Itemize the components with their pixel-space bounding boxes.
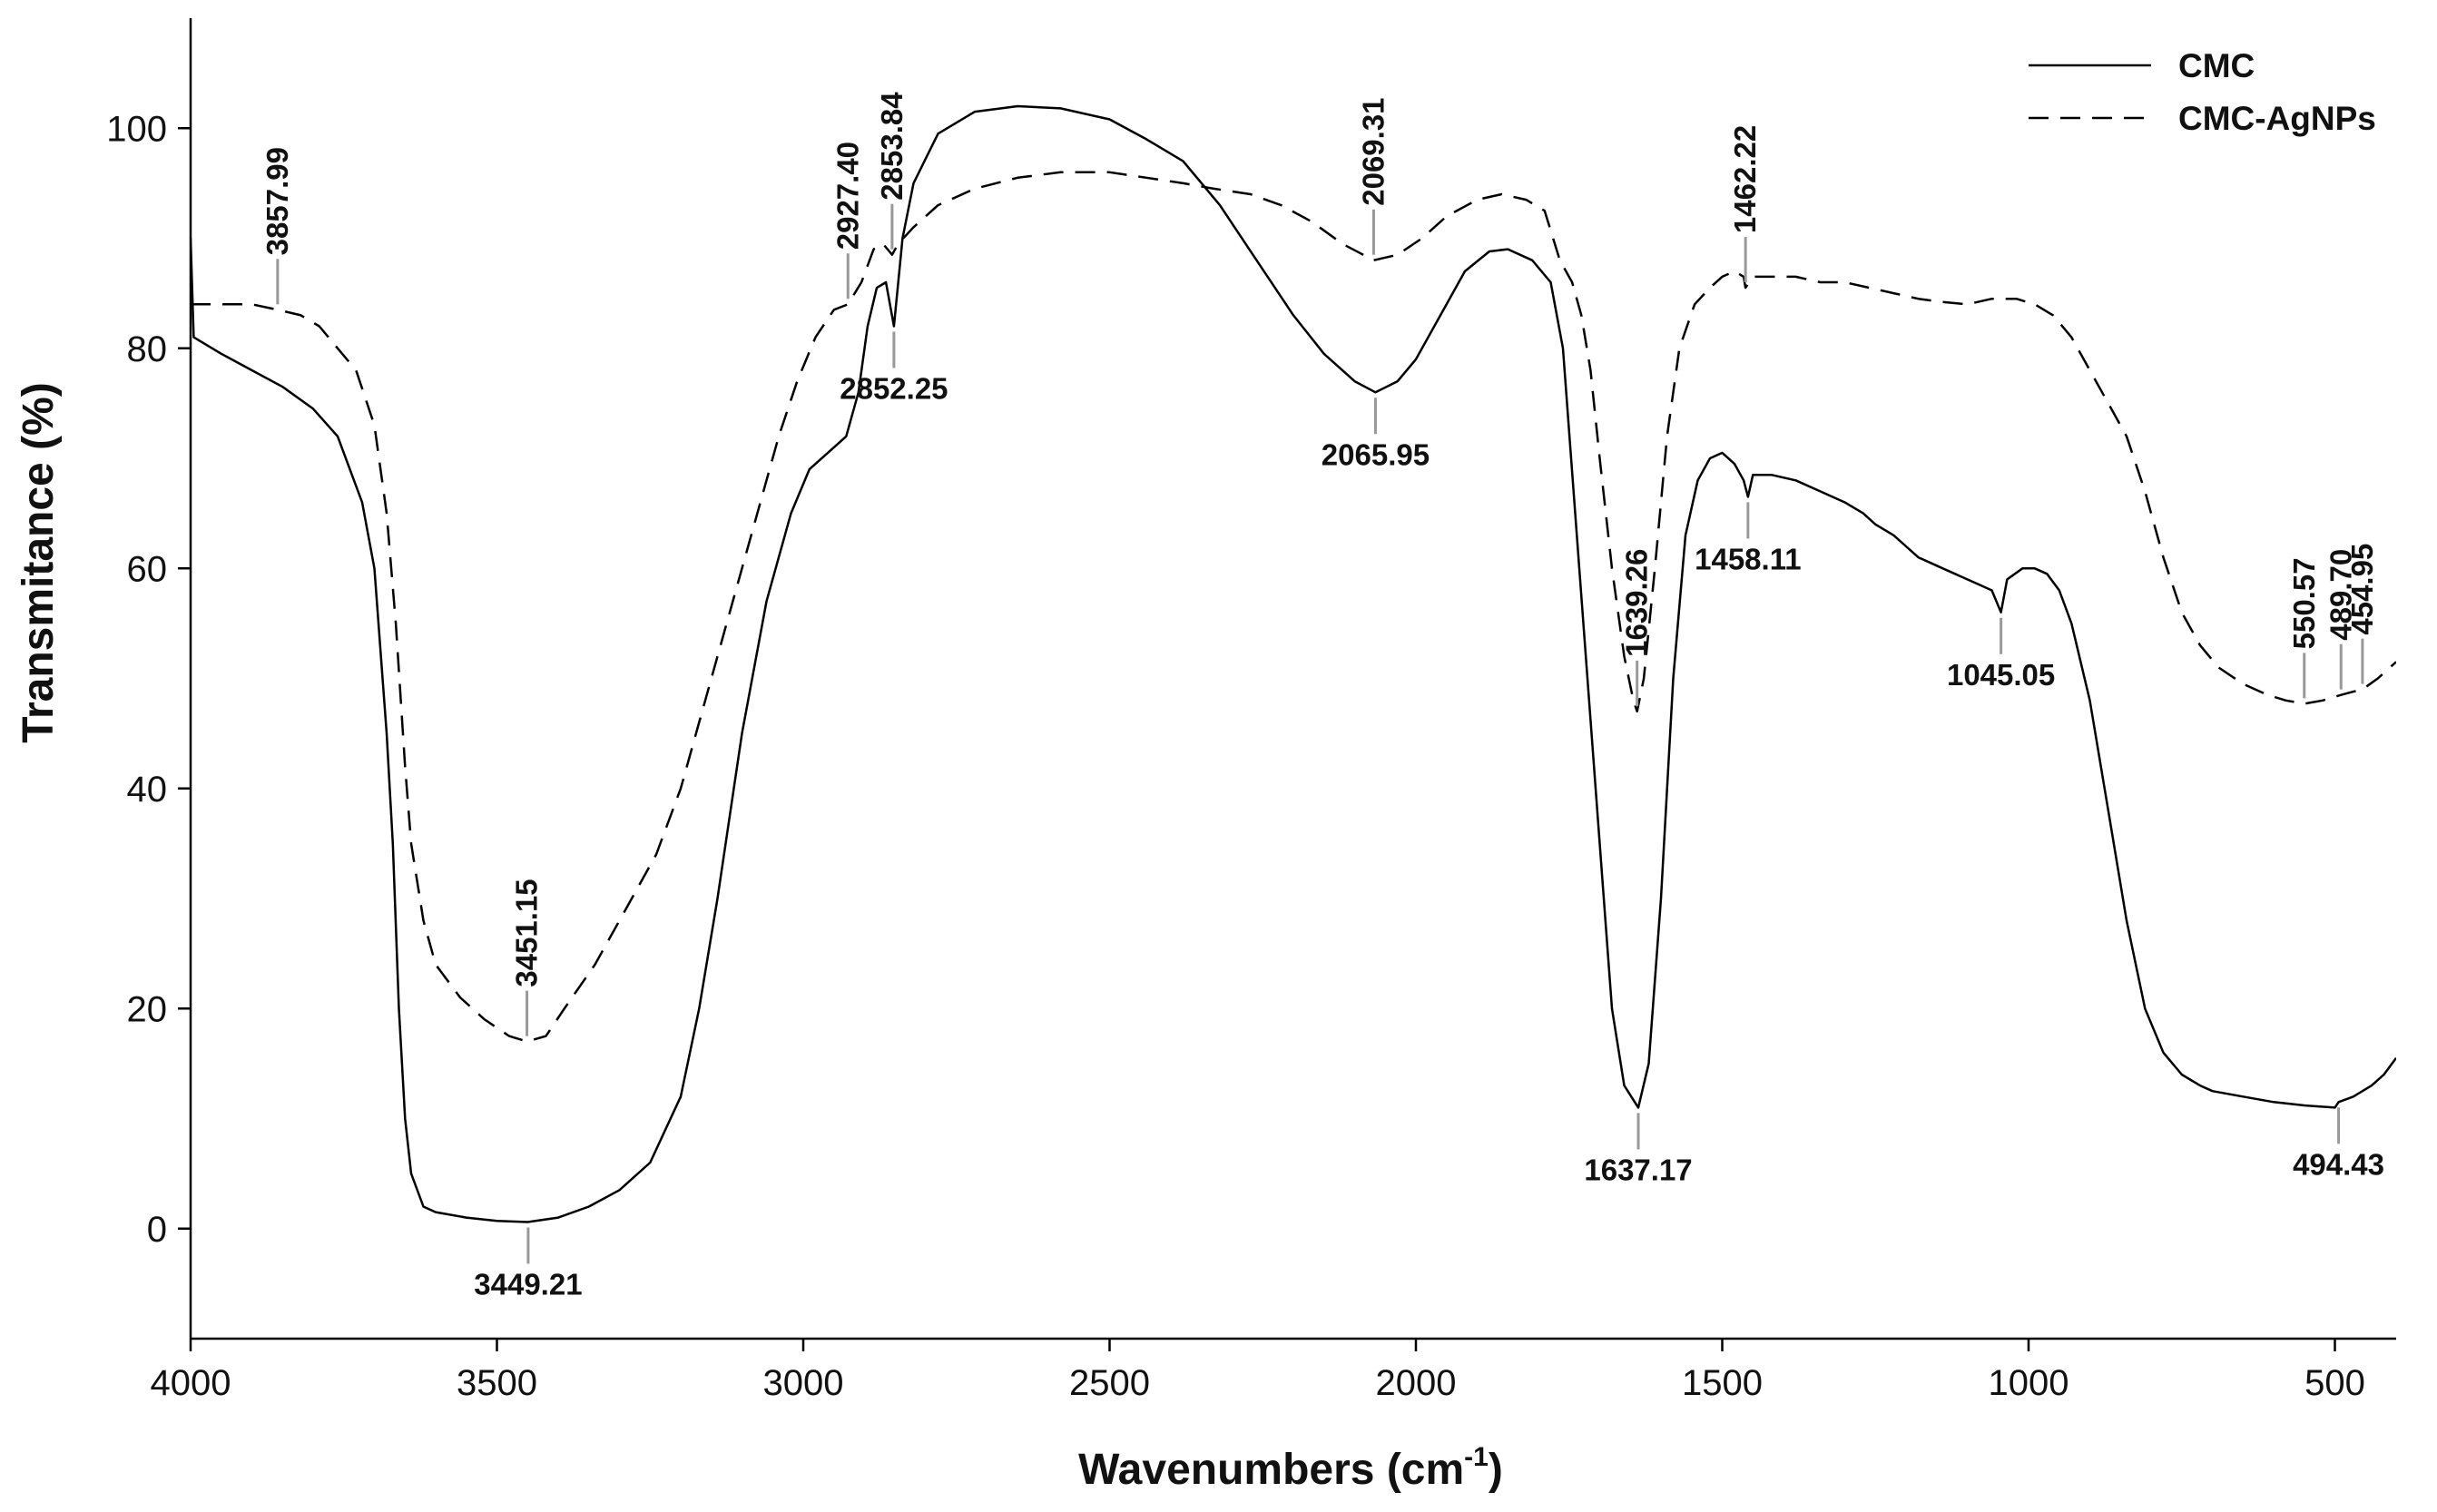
x-tick-label: 2000 (1376, 1363, 1457, 1403)
peak-annotation: 454.95 (2345, 544, 2379, 684)
peak-annotation: 2852.25 (840, 331, 948, 406)
peak-label: 2853.84 (875, 92, 909, 201)
peak-label: 2065.95 (1322, 437, 1430, 471)
x-tick-label: 500 (2304, 1363, 2365, 1403)
peak-annotation: 3451.15 (510, 879, 544, 1036)
peak-label: 550.57 (2287, 557, 2321, 649)
y-tick-label: 0 (147, 1210, 167, 1250)
peak-annotation: 494.43 (2293, 1107, 2384, 1181)
peak-annotation: 2065.95 (1322, 398, 1430, 471)
y-tick-label: 80 (127, 329, 168, 369)
peak-label: 3451.15 (510, 879, 544, 987)
peak-label: 1458.11 (1695, 542, 1801, 575)
x-tick-label: 3000 (763, 1363, 844, 1403)
peak-annotation: 1639.26 (1620, 549, 1654, 706)
peak-annotation: 489.70 (2324, 549, 2357, 690)
x-tick-label: 1000 (1989, 1363, 2069, 1403)
y-tick-label: 40 (127, 770, 168, 810)
peak-label: 1637.17 (1584, 1153, 1692, 1186)
peak-label: 3449.21 (474, 1267, 582, 1301)
peak-annotation: 1458.11 (1695, 502, 1802, 575)
peak-label: 494.43 (2293, 1147, 2384, 1181)
peak-label: 1639.26 (1620, 549, 1654, 657)
peak-label: 454.95 (2345, 544, 2379, 635)
x-tick-label: 3500 (457, 1363, 537, 1403)
peak-annotation: 1637.17 (1584, 1113, 1693, 1186)
series-line-cmc-agnps (191, 171, 2396, 1043)
peak-label: 1045.05 (1947, 658, 2055, 692)
y-tick-label: 20 (127, 989, 168, 1029)
y-tick-label: 60 (127, 549, 168, 589)
peak-label: 3857.99 (260, 147, 294, 255)
x-tick-label: 4000 (151, 1363, 231, 1403)
peak-annotation: 1045.05 (1947, 617, 2055, 692)
legend-label-cmc-agnps: CMC-AgNPs (2178, 100, 2376, 137)
y-axis-title: Transmitance (%) (15, 382, 63, 742)
peak-annotation: 3857.99 (260, 147, 294, 305)
peak-annotation: 2853.84 (875, 92, 909, 250)
y-tick-label: 100 (106, 109, 167, 149)
x-tick-label: 1500 (1682, 1363, 1763, 1403)
peak-label: 2852.25 (840, 372, 948, 406)
peak-annotation: 550.57 (2287, 557, 2321, 699)
peak-annotation: 1462.22 (1728, 125, 1762, 283)
legend: CMC CMC-AgNPs (2029, 47, 2376, 137)
legend-label-cmc: CMC (2178, 47, 2255, 84)
peak-annotation: 2927.40 (830, 142, 864, 299)
peak-annotation: 2069.31 (1356, 97, 1390, 255)
peak-label: 2927.40 (830, 142, 864, 250)
x-tick-label: 2500 (1069, 1363, 1150, 1403)
peak-annotation: 3449.21 (474, 1227, 583, 1301)
peak-label: 1462.22 (1728, 125, 1762, 233)
peak-label: 489.70 (2324, 549, 2357, 641)
x-axis-title: Wavenumbers (cm-1) (1078, 1442, 1503, 1494)
series-line-cmc (191, 104, 2396, 1223)
peak-label: 2069.31 (1356, 97, 1390, 205)
